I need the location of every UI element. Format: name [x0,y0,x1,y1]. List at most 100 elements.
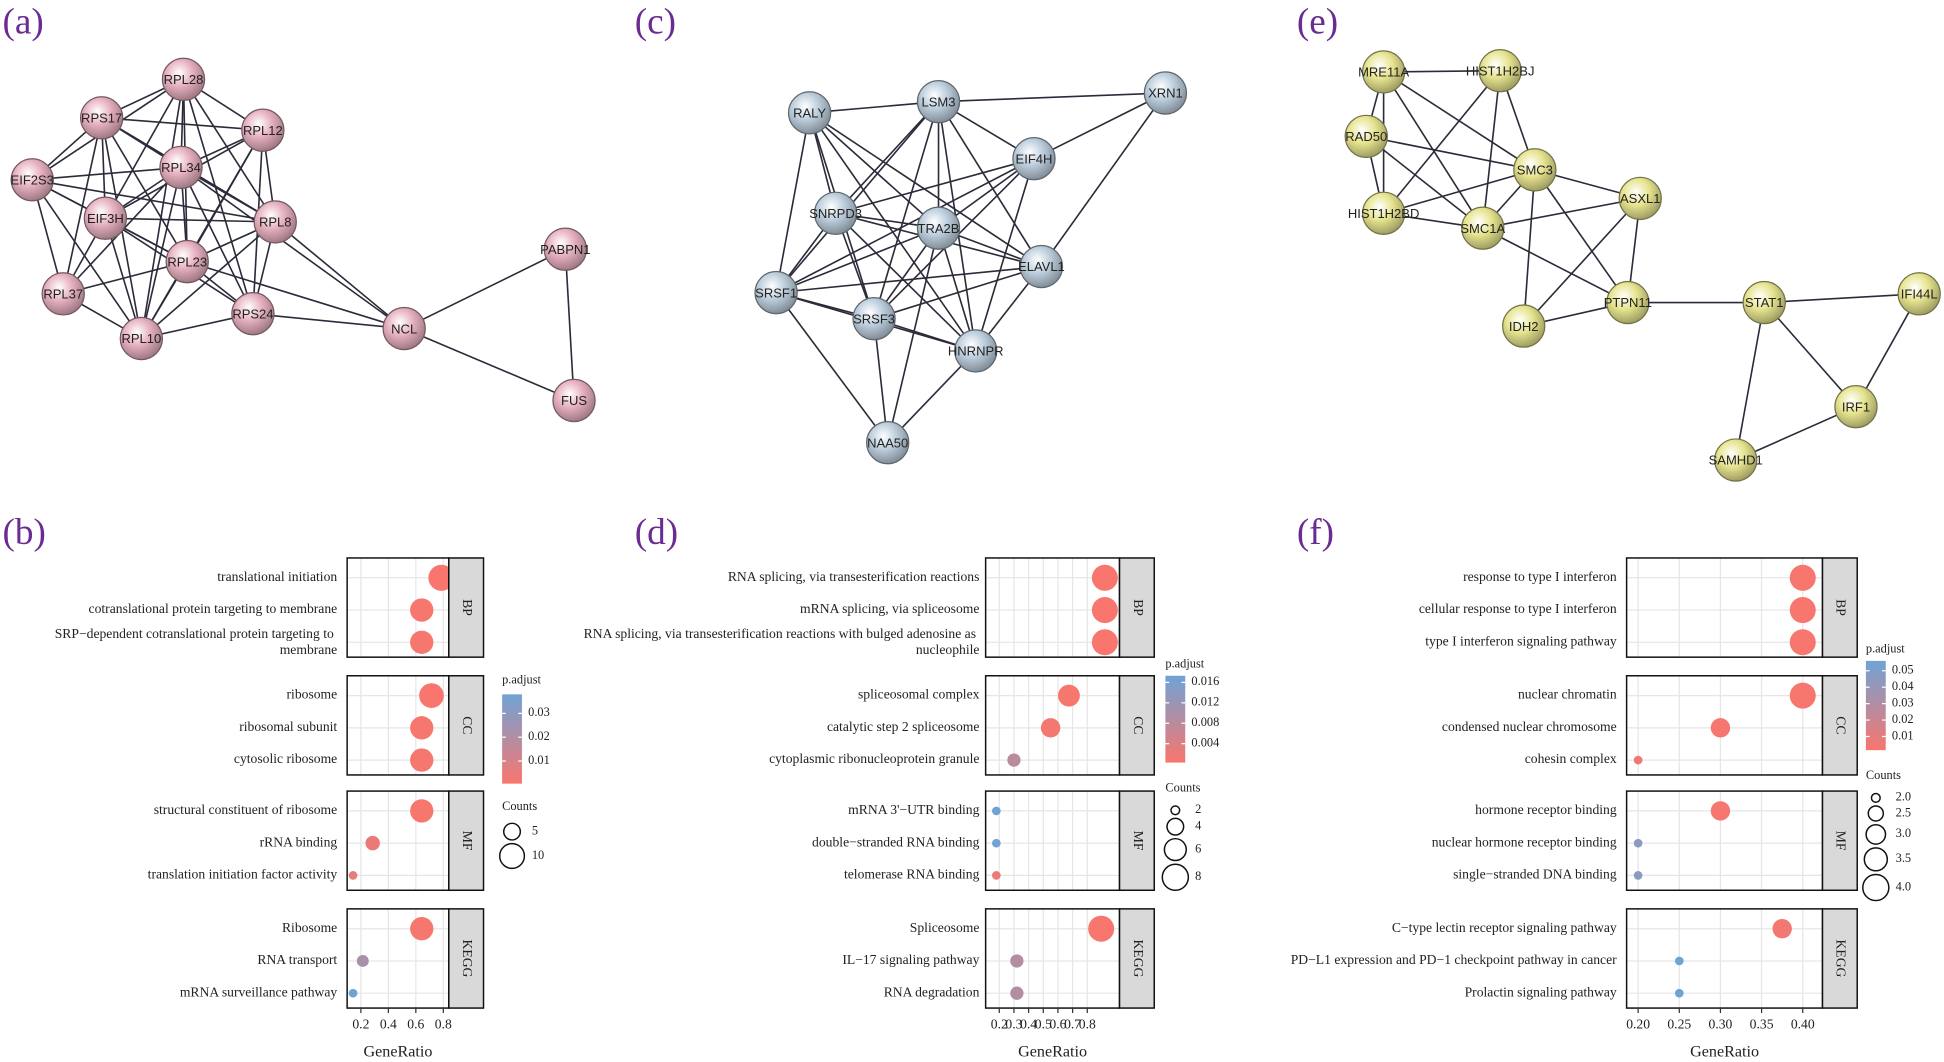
node-label: RALY [793,106,826,121]
network-edge [775,227,939,294]
network-edge [180,166,405,330]
network-node [552,378,596,423]
panel-label: (c) [635,1,676,42]
node-label: STAT1 [1745,295,1784,310]
category-label: catalytic step 2 spliceosome [827,719,979,734]
node-label: MRE11A [1358,65,1409,80]
panel-label: (e) [1297,1,1338,42]
network-edge [1763,302,1857,408]
network-edge [835,212,977,352]
colorbar [502,694,522,784]
x-tick-label: 0.25 [1667,1017,1691,1032]
network-node [161,57,206,102]
network-edge [1366,135,1536,171]
dot-plot: translational initiation cotranslational … [55,557,550,1060]
network-node [253,200,297,244]
category-label: Ribosome [282,920,337,935]
x-axis-title: GeneRatio [364,1043,433,1060]
network-edge [974,158,1035,352]
x-tick-label: 0.3 [1005,1017,1022,1032]
network-edge [31,179,143,339]
network-node [119,316,164,361]
network: RALY LSM3 XRN1 EIF4H SNRPD3 TRA2B ELAVL1 SRSF1 S… [754,71,1188,465]
network-node [954,329,998,373]
network-edge [140,167,182,339]
network-node [1012,137,1056,181]
colorbar-tick-label: 0.03 [1892,695,1914,709]
x-tick-label: 0.20 [1626,1017,1650,1032]
node-label: ELAVL1 [1018,259,1065,274]
node-label: IRF1 [1842,399,1870,414]
network-edge [809,112,1042,268]
network-node [754,270,798,315]
facet-label: MF [1834,831,1849,851]
size-legend-label: 2.5 [1896,805,1911,819]
node-label: RPL8 [259,215,292,230]
size-legend-title: Counts [1165,780,1200,794]
dot [356,954,369,967]
facet-strip [448,557,485,658]
panel-label: (b) [2,512,45,553]
category-label: RNA splicing, via transesterification re… [584,626,980,657]
node-label: HNRNPR [948,344,1004,359]
category-label: telomerase RNA binding [844,867,980,882]
node-label: PABPN1 [540,242,590,257]
size-legend-title: Counts [502,799,537,813]
node-label: EIF3H [87,211,124,226]
x-tick-label: 0.6 [407,1017,424,1032]
panel-background [985,791,1120,891]
category-label: mRNA splicing, via spliceosome [800,601,979,616]
x-tick-label: 0.35 [1750,1017,1774,1032]
size-legend-title: Counts [1866,768,1901,782]
panel-label: (f) [1297,512,1334,553]
network-edge [1735,405,1857,461]
network-edge [938,92,1166,103]
size-legend-label: 4 [1195,819,1201,833]
category-label: structural constituent of ribosome [154,802,338,817]
node-label: RPS17 [81,110,122,125]
dot [992,806,1001,816]
network-node [83,196,128,240]
network-edge [1734,302,1766,461]
dot [1789,682,1816,709]
network-node [10,158,54,202]
category-label: RNA splicing, via transesterification re… [728,569,980,584]
category-label: ribosome [287,687,338,702]
size-legend-key [1865,823,1887,845]
x-tick-label: 0.6 [1049,1017,1066,1032]
category-label: translation initiation factor activity [148,867,338,882]
node-label: SMC3 [1517,163,1553,178]
category-label: response to type I interferon [1463,569,1617,584]
facet-strip [1821,908,1858,1009]
node-label: RAD50 [1345,129,1387,144]
facet-strip [448,675,485,776]
network-edge [1040,92,1167,268]
network-edge [180,167,254,315]
category-label: cotranslational protein targeting to mem… [89,601,338,616]
node-label: RPL28 [164,72,204,87]
label-line: RNA splicing, via transesterification re… [584,626,980,641]
facet-label: MF [1131,831,1146,851]
colorbar-tick-label: 0.02 [1892,712,1914,726]
node-label: LSM3 [922,94,956,109]
node-label: SNRPD3 [809,206,862,221]
node-label: RPL10 [121,331,161,346]
dot [1091,597,1118,624]
network-node [916,206,961,250]
category-label: C−type lectin receptor signaling pathway [1392,920,1617,935]
network-edge [403,327,575,402]
colorbar-title: p.adjust [1866,642,1905,656]
facet-strip [1821,557,1858,658]
category-label: type I interferon signaling pathway [1425,633,1617,648]
facet-label: KEGG [1834,940,1849,978]
dot [1091,629,1118,656]
dot [348,871,358,880]
network-edge [775,292,889,444]
network-edge [835,157,1035,215]
size-legend-label: 6 [1195,841,1201,855]
dot [410,716,434,740]
size-legend-key [1867,805,1885,822]
network-node [1897,272,1941,316]
label-line: membrane [280,642,338,657]
network-node [1019,244,1064,289]
